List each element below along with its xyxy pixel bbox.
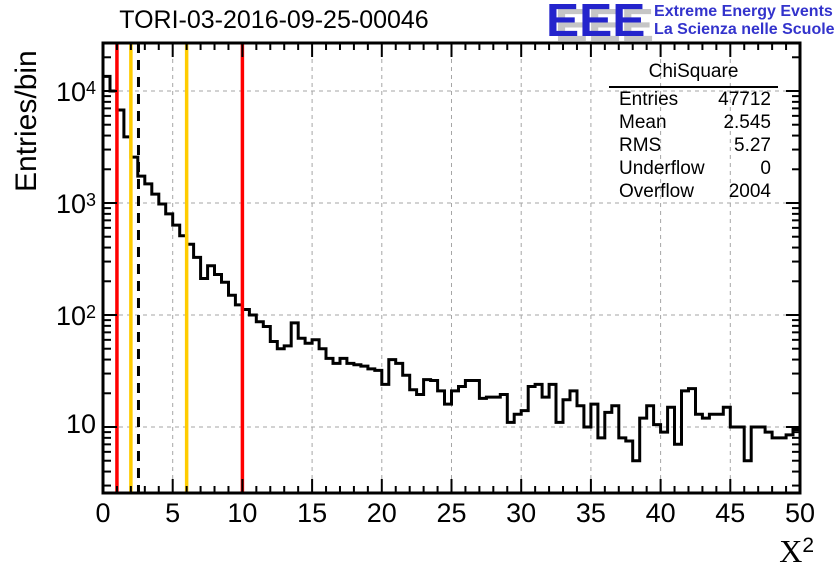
x-tick-label: 35: [575, 498, 606, 528]
stats-row-value: 0: [760, 158, 771, 179]
stats-row-value: 5.27: [734, 135, 771, 156]
stats-row: Entries 47712: [609, 88, 778, 111]
y-tick-label: 104: [55, 77, 96, 107]
stats-row-label: Entries: [619, 89, 679, 110]
x-tick-label: 45: [715, 498, 746, 528]
stats-row-value: 2004: [728, 181, 771, 202]
stats-box-title: ChiSquare: [609, 61, 778, 88]
stats-row: Underflow 0: [609, 157, 778, 180]
stats-row-label: Underflow: [619, 158, 705, 179]
x-axis-title: X2: [779, 533, 814, 570]
eee-logo: EEE Extreme Energy Events La Scienza nel…: [546, 0, 835, 46]
stats-box: ChiSquare Entries 47712 Mean 2.545 RMS 5.27 Un…: [609, 61, 778, 203]
plot-title: TORI-03-2016-09-25-00046: [119, 6, 429, 34]
stats-row: Mean 2.545: [609, 111, 778, 134]
y-tick-label: 10: [65, 409, 96, 439]
stats-row-value: 47712: [718, 89, 771, 110]
x-tick-label: 5: [165, 498, 181, 528]
x-axis-title-base: X: [779, 533, 803, 569]
stats-row-label: Overflow: [619, 181, 694, 202]
x-tick-label: 25: [436, 498, 467, 528]
x-tick-label: 0: [95, 498, 111, 528]
marker-lines: [115, 43, 245, 493]
eee-logo-text: Extreme Energy Events La Scienza nelle S…: [654, 1, 835, 39]
x-axis-title-exponent: 2: [802, 534, 814, 557]
eee-logo-line2: La Scienza nelle Scuole: [654, 21, 835, 38]
stats-row: RMS 5.27: [609, 134, 778, 157]
x-tick-label: 50: [784, 498, 816, 528]
y-axis-title: Entries/bin: [10, 50, 43, 192]
y-tick-label: 103: [55, 189, 96, 219]
y-tick-label: 102: [55, 301, 96, 331]
stats-row-value: 2.545: [723, 112, 771, 133]
stats-box-rows: Entries 47712 Mean 2.545 RMS 5.27 Underflow 0 Ov…: [609, 88, 778, 203]
x-tick-label: 15: [297, 498, 328, 528]
stats-row-label: Mean: [619, 112, 667, 133]
x-tick-label: 20: [366, 498, 397, 528]
x-tick-label: 10: [227, 498, 258, 528]
stats-row-label: RMS: [619, 135, 662, 156]
x-tick-label: 40: [645, 498, 676, 528]
stats-row: Overflow 2004: [609, 180, 778, 203]
axis-ticks: [102, 43, 801, 493]
x-tick-label: 30: [506, 498, 537, 528]
eee-logo-acronym: EEE: [546, 0, 646, 46]
histogram-line: [103, 74, 802, 493]
eee-logo-line1: Extreme Energy Events: [654, 3, 833, 20]
